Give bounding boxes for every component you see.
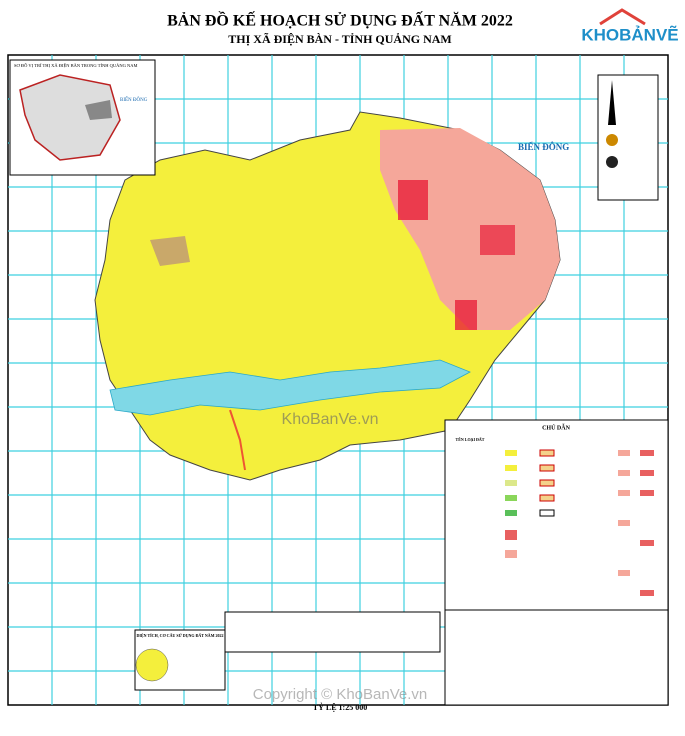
logo-roof: [599, 8, 646, 26]
built-area: [398, 180, 428, 220]
sea-label: BIỂN ĐÔNG: [518, 142, 569, 152]
legend-box-lower: [444, 609, 669, 706]
watermark: KhoBanVe.vn: [282, 411, 379, 428]
logo: KHOBẢNVẼ: [581, 24, 678, 44]
built-area: [455, 300, 477, 330]
map-title: BẢN ĐỒ KẾ HOẠCH SỬ DỤNG ĐẤT NĂM 2022: [167, 10, 513, 30]
north-arrow: [608, 80, 616, 125]
legend-title: CHÚ DẪN: [542, 423, 570, 431]
legend-box: [444, 419, 669, 611]
province-shape: [19, 74, 121, 161]
urban-area: [380, 128, 560, 330]
built-area: [480, 225, 515, 255]
inset-title: SƠ ĐỒ VỊ TRÍ THỊ XÃ ĐIỆN BÀN TRONG TỈNH …: [14, 63, 137, 68]
legend-swatches: [505, 449, 654, 596]
map-subtitle: THỊ XÃ ĐIỆN BÀN - TỈNH QUẢNG NAM: [228, 32, 451, 46]
road: [229, 409, 246, 471]
river: [109, 359, 471, 416]
inset-sea-label: BIỂN ĐÔNG: [120, 97, 148, 103]
pie-chart: [135, 648, 169, 682]
compass: [606, 156, 618, 168]
approval-table: [224, 611, 441, 653]
scale-label: TỶ LỆ 1:25 000: [313, 702, 367, 712]
town-shape: [85, 100, 112, 120]
forest-area: [150, 236, 190, 266]
watermark: Copyright © KhoBanVe.vn: [253, 686, 428, 703]
compass: [606, 134, 618, 146]
legend-header: TÊN LOẠI ĐẤT: [456, 437, 485, 442]
chart-title: DIỆN TÍCH, CƠ CẤU SỬ DỤNG ĐẤT NĂM 2022: [137, 633, 224, 638]
